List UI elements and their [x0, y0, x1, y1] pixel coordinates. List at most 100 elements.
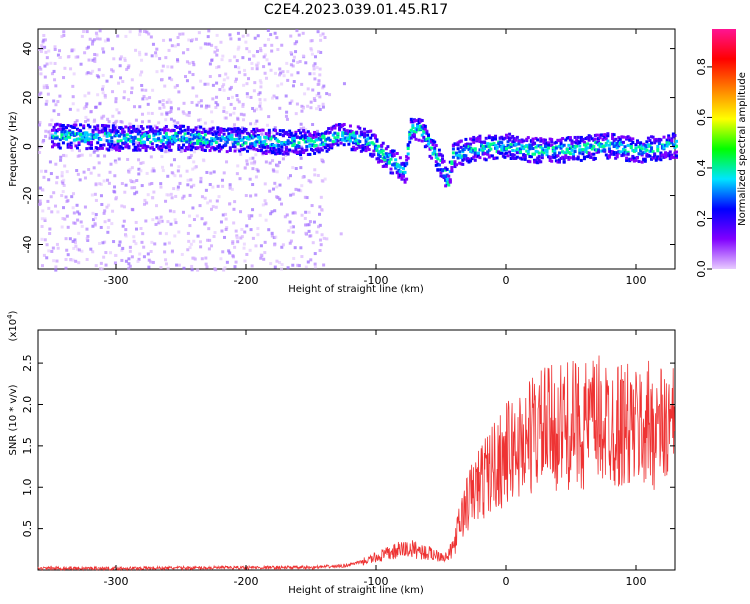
- trace-cell: [83, 133, 87, 137]
- trace-cell: [650, 157, 654, 161]
- trace-cell: [342, 137, 346, 141]
- trace-cell: [153, 139, 157, 143]
- spectrogram-cell: [234, 229, 238, 233]
- spectrogram-cell: [205, 170, 209, 174]
- spectrogram-cell: [139, 161, 143, 165]
- spectrogram-cell: [317, 104, 321, 108]
- trace-cell: [132, 127, 136, 131]
- chart-title: C2E4.2023.039.01.45.R17: [264, 2, 448, 18]
- trace-cell: [593, 148, 597, 152]
- spectrogram-cell: [76, 108, 80, 112]
- spectrogram-cell: [93, 59, 97, 63]
- trace-cell: [314, 143, 318, 147]
- trace-cell: [252, 132, 256, 136]
- trace-cell: [267, 137, 271, 141]
- spectrogram-cell: [155, 204, 159, 208]
- trace-cell: [288, 129, 292, 133]
- spectrogram-cell: [123, 56, 127, 60]
- trace-cell: [294, 130, 298, 134]
- trace-cell: [543, 138, 547, 142]
- spectrogram-cell: [122, 96, 126, 100]
- spectrogram-cell: [55, 175, 59, 179]
- spectrogram-cell: [224, 116, 228, 120]
- spectrogram-cell: [71, 102, 75, 106]
- trace-cell: [294, 145, 298, 149]
- trace-cell: [514, 138, 518, 142]
- spectrogram-cell: [87, 91, 91, 95]
- trace-cell: [213, 147, 217, 151]
- trace-cell: [568, 136, 572, 140]
- spectrogram-cell: [123, 190, 127, 194]
- trace-cell: [63, 132, 67, 136]
- spectrogram-cell: [140, 58, 144, 62]
- trace-cell: [180, 124, 184, 128]
- trace-cell: [495, 149, 499, 153]
- trace-cell: [494, 156, 498, 160]
- trace-cell: [370, 141, 374, 145]
- spectrogram-cell: [276, 84, 280, 88]
- spectrogram-cell: [188, 214, 192, 218]
- spectrogram-cell: [208, 183, 212, 187]
- trace-cell: [367, 141, 371, 145]
- trace-cell: [83, 131, 87, 135]
- spectrogram-cell: [41, 40, 45, 44]
- trace-cell: [615, 153, 619, 157]
- spectrogram-cell: [249, 122, 253, 126]
- spectrogram-cell: [165, 112, 169, 116]
- trace-cell: [675, 154, 678, 158]
- trace-cell: [355, 138, 359, 142]
- spectrogram-cell: [86, 118, 90, 122]
- trace-cell: [225, 140, 229, 144]
- spectrogram-cell: [113, 159, 117, 163]
- trace-cell: [643, 143, 647, 147]
- spectrogram-cell: [255, 119, 259, 123]
- spectrogram-cell: [73, 238, 77, 242]
- trace-cell: [515, 151, 519, 155]
- trace-cell: [548, 158, 552, 162]
- trace-cell: [522, 139, 526, 143]
- trace-cell: [336, 132, 340, 136]
- trace-cell: [210, 127, 214, 131]
- spectrogram-cell: [49, 195, 53, 199]
- trace-cell: [450, 160, 454, 164]
- trace-cell: [592, 138, 596, 142]
- trace-cell: [51, 134, 54, 138]
- trace-cell: [364, 139, 368, 143]
- spectrogram-cell: [215, 199, 219, 203]
- spectrogram-cell: [106, 230, 110, 234]
- spectrogram-cell: [124, 228, 128, 232]
- trace-cell: [267, 134, 271, 138]
- spectrogram-cell: [177, 90, 181, 94]
- x-tick-label: -300: [104, 575, 129, 588]
- spectrogram-cell: [61, 190, 65, 194]
- trace-cell: [164, 124, 168, 128]
- spectrogram-cell: [236, 117, 240, 121]
- trace-cell: [143, 143, 147, 147]
- spectrogram-cell: [321, 86, 325, 90]
- trace-cell: [512, 140, 516, 144]
- trace-cell: [386, 158, 390, 162]
- spectrogram-cell: [235, 234, 239, 238]
- trace-cell: [308, 144, 312, 148]
- trace-cell: [331, 140, 335, 144]
- spectrogram-cell: [304, 61, 308, 65]
- spectrogram-cell: [311, 123, 315, 127]
- trace-cell: [280, 145, 284, 149]
- trace-cell: [127, 129, 131, 133]
- trace-cell: [233, 145, 237, 149]
- trace-cell: [61, 136, 65, 140]
- spectrogram-cell: [300, 255, 304, 259]
- spectrogram-cell: [217, 65, 221, 69]
- spectrogram-cell: [197, 118, 201, 122]
- trace-cell: [82, 131, 86, 135]
- spectrogram-cell: [237, 100, 241, 104]
- trace-cell: [631, 137, 635, 141]
- trace-cell: [350, 136, 354, 140]
- trace-cell: [650, 135, 654, 139]
- spectrogram-cell: [245, 252, 249, 256]
- spectrogram-cell: [128, 264, 132, 268]
- spectrogram-cell: [262, 55, 266, 59]
- trace-cell: [625, 151, 629, 155]
- spectrogram-cell: [186, 248, 190, 252]
- trace-cell: [114, 131, 118, 135]
